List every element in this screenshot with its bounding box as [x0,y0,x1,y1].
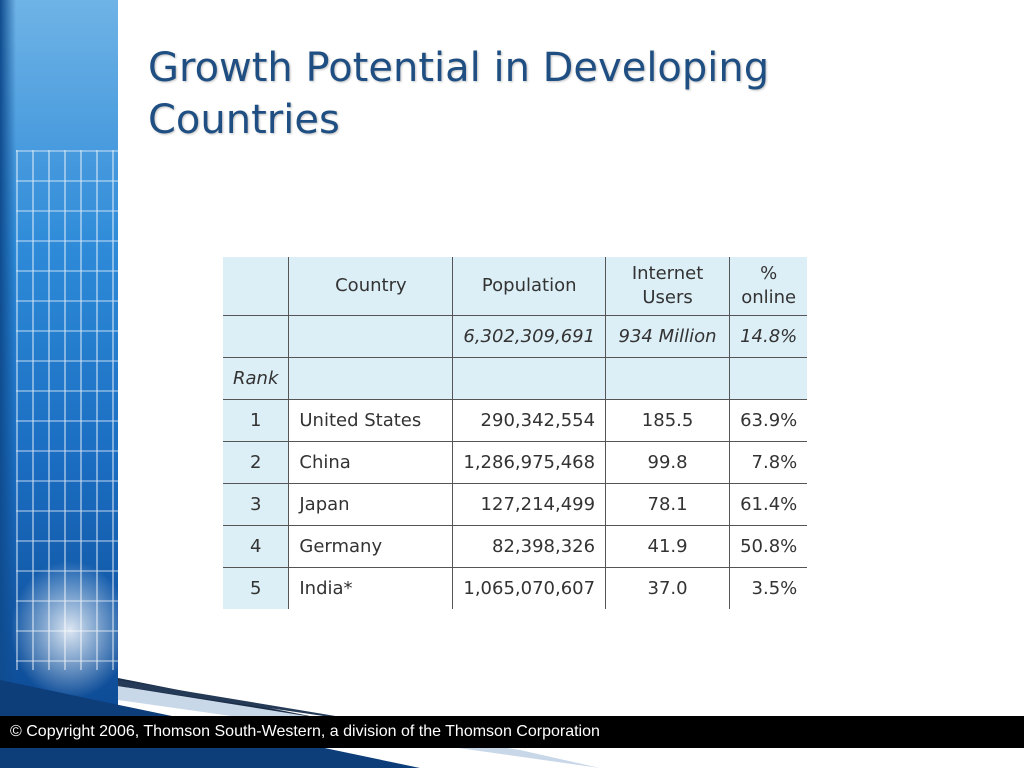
column-header-country: Country [288,257,454,316]
users-cell: 99.8 [605,441,731,484]
population-cell: 290,342,554 [452,399,607,442]
table-row: 4 Germany 82,398,326 41.9 50.8% [223,525,808,568]
rank-label: Rank [223,357,290,400]
world-users: 934 Million [605,315,731,358]
country-cell: Germany [288,525,454,568]
rank-cell: 2 [223,441,290,484]
table-row: 3 Japan 127,214,499 78.1 61.4% [223,483,808,526]
swoosh-decoration [0,650,600,768]
column-header-rank [223,257,290,316]
rank-cell: 3 [223,483,290,526]
rank-label-row: Rank [223,357,808,400]
table-row: 2 China 1,286,975,468 99.8 7.8% [223,441,808,484]
percent-cell: 63.9% [729,399,808,442]
copyright-footer: © Copyright 2006, Thomson South-Western,… [0,716,1024,748]
copyright-text: © Copyright 2006, Thomson South-Western,… [10,723,600,740]
world-total-row: 6,302,309,691 934 Million 14.8% [223,315,808,358]
column-header-percent-online: % online [729,257,808,316]
users-cell: 41.9 [605,525,731,568]
world-percent: 14.8% [729,315,808,358]
rank-cell: 5 [223,567,290,609]
percent-cell: 7.8% [729,441,808,484]
side-decoration [0,0,118,720]
table-row: 1 United States 290,342,554 185.5 63.9% [223,399,808,442]
users-cell: 37.0 [605,567,731,609]
percent-cell: 50.8% [729,525,808,568]
table-header-row: Country Population Internet Users % onli… [223,257,808,316]
column-header-internet-users: Internet Users [605,257,731,316]
population-cell: 127,214,499 [452,483,607,526]
population-cell: 82,398,326 [452,525,607,568]
percent-cell: 3.5% [729,567,808,609]
country-cell: United States [288,399,454,442]
page-title: Growth Potential in Developing Countries [148,45,770,143]
rank-cell: 1 [223,399,290,442]
country-cell: Japan [288,483,454,526]
population-cell: 1,065,070,607 [452,567,607,609]
internet-usage-table: Country Population Internet Users % onli… [223,257,808,609]
world-population: 6,302,309,691 [452,315,607,358]
table-row: 5 India* 1,065,070,607 37.0 3.5% [223,567,808,609]
country-cell: India* [288,567,454,609]
users-cell: 78.1 [605,483,731,526]
population-cell: 1,286,975,468 [452,441,607,484]
users-cell: 185.5 [605,399,731,442]
country-cell: China [288,441,454,484]
column-header-population: Population [452,257,607,316]
rank-cell: 4 [223,525,290,568]
percent-cell: 61.4% [729,483,808,526]
